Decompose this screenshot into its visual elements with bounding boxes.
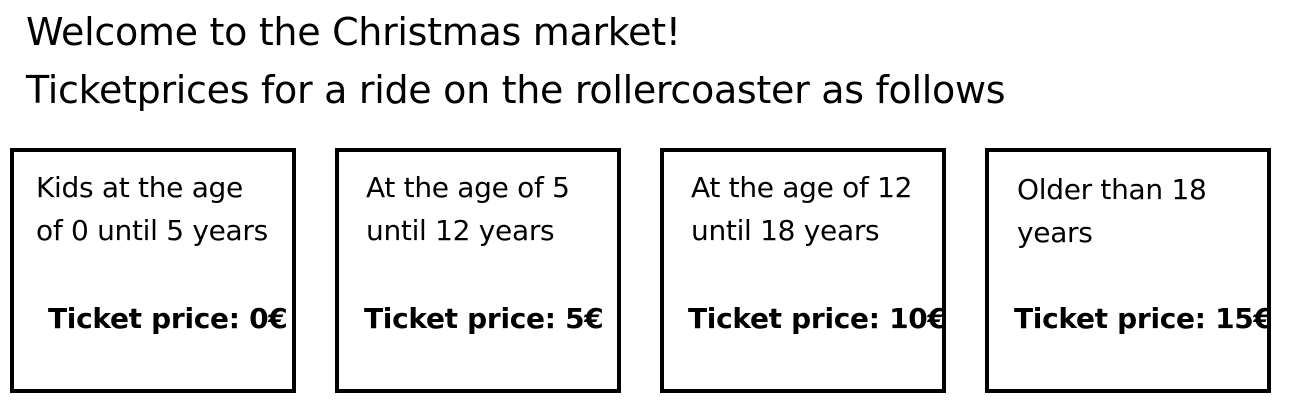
card-description-line: of 0 until 5 years <box>36 214 268 247</box>
card-description-line: Kids at the age <box>36 171 243 204</box>
card-description: Older than 18 years <box>1017 168 1207 254</box>
ticket-price-label: Ticket price: 0€ <box>48 302 288 335</box>
price-card-age-18-plus: Older than 18 years Ticket price: 15€ <box>985 148 1273 393</box>
card-description: Kids at the age of 0 until 5 years <box>36 166 268 252</box>
price-card-age-12-18: At the age of 12 until 18 years Ticket p… <box>660 148 947 393</box>
ticket-price-label: Ticket price: 10€ <box>688 302 947 335</box>
card-description-line: years <box>1017 216 1093 249</box>
card-description-line: Older than 18 <box>1017 173 1207 206</box>
price-card-age-0-5: Kids at the age of 0 until 5 years Ticke… <box>10 148 296 393</box>
ticket-price-label: Ticket price: 5€ <box>364 302 604 335</box>
price-card-age-5-12: At the age of 5 until 12 years Ticket pr… <box>335 148 621 393</box>
card-description: At the age of 5 until 12 years <box>366 166 570 252</box>
card-description: At the age of 12 until 18 years <box>691 166 912 252</box>
card-description-line: until 12 years <box>366 214 555 247</box>
card-description-line: until 18 years <box>691 214 880 247</box>
welcome-heading: Welcome to the Christmas market! <box>26 10 681 54</box>
ticket-prices-subheading: Ticketprices for a ride on the rollercoa… <box>26 68 1006 112</box>
card-description-line: At the age of 5 <box>366 171 570 204</box>
card-description-line: At the age of 12 <box>691 171 913 204</box>
ticket-price-label: Ticket price: 15€ <box>1014 302 1273 335</box>
